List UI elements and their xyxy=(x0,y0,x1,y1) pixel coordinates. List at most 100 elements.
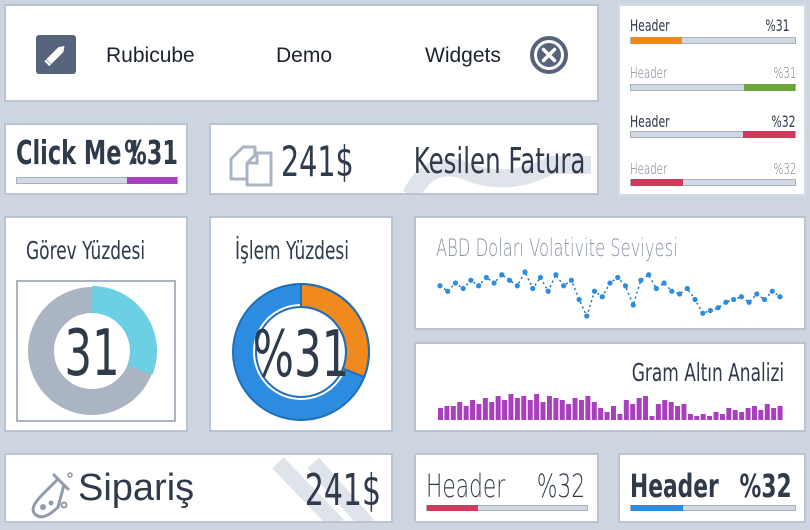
gorev-percentage-widget: Görev Yüzdesi 31 xyxy=(4,216,188,432)
gram-bar xyxy=(457,402,463,420)
gram-bar xyxy=(739,412,745,420)
bottom-header-bold-widget: Header %32 xyxy=(618,453,806,523)
gram-bar xyxy=(636,398,642,420)
gram-bar xyxy=(591,402,597,420)
abd-data-point xyxy=(522,269,528,275)
abd-data-point xyxy=(777,294,783,300)
siparis-amount: 241$ xyxy=(304,465,381,516)
flask-icon xyxy=(24,471,76,519)
islem-title: İşlem Yüzdesi xyxy=(235,236,349,265)
gram-bar xyxy=(668,402,674,420)
abd-data-point xyxy=(761,296,768,303)
gram-bar xyxy=(534,394,540,420)
gram-bar xyxy=(482,398,488,420)
gram-bar-chart xyxy=(438,394,783,420)
gram-bar xyxy=(578,400,584,420)
gram-bar xyxy=(585,396,591,420)
islem-donut-chart: %31 xyxy=(232,282,370,421)
gram-bar xyxy=(713,412,719,420)
nav-item-widgets[interactable]: Widgets xyxy=(425,44,501,67)
gorev-title: Görev Yüzdesi xyxy=(26,236,146,265)
header-progress-bar xyxy=(630,131,796,138)
gram-bar xyxy=(521,396,527,420)
pencil-icon[interactable] xyxy=(36,35,76,74)
abd-data-point xyxy=(537,274,544,281)
abd-data-point xyxy=(723,299,729,305)
header-label: Header xyxy=(630,467,719,505)
gram-bar xyxy=(566,404,572,420)
abd-data-point xyxy=(669,288,675,294)
nav-item-demo[interactable]: Demo xyxy=(276,44,333,67)
gram-bar xyxy=(617,414,623,420)
gram-bar xyxy=(643,396,649,420)
invoice-label: Kesilen Fatura xyxy=(413,141,585,182)
invoice-amount: 241$ xyxy=(281,137,354,186)
abd-series-line xyxy=(439,270,781,319)
abd-data-point xyxy=(630,302,636,308)
gram-bar xyxy=(611,406,616,420)
abd-data-point xyxy=(506,277,513,283)
header-value: %32 xyxy=(739,467,792,505)
abd-data-point xyxy=(460,285,466,292)
abd-data-point xyxy=(661,280,667,286)
gram-bar xyxy=(675,406,681,420)
gram-bar xyxy=(514,398,520,420)
gram-bar xyxy=(470,400,476,420)
gram-bar xyxy=(649,416,655,420)
abd-data-point xyxy=(638,277,644,283)
close-circle-icon[interactable] xyxy=(528,34,570,76)
abd-data-point xyxy=(754,291,760,297)
abd-data-point xyxy=(476,283,482,289)
abd-title: ABD Doları Volativite Seviyesi xyxy=(436,234,678,262)
top-nav-bar: Rubicube Demo Widgets xyxy=(4,4,599,102)
abd-data-point xyxy=(746,299,752,305)
nav-item-rubicube[interactable]: Rubicube xyxy=(106,44,195,67)
gram-bar xyxy=(700,414,706,420)
gram-bar xyxy=(623,400,629,420)
click-me-progress-bar xyxy=(16,177,178,184)
gram-bar xyxy=(719,414,725,420)
bottom-header-widget: Header %32 xyxy=(414,453,599,523)
click-me-label[interactable]: Click Me ! xyxy=(16,133,140,172)
gram-bar xyxy=(476,404,482,420)
abd-data-point xyxy=(452,280,459,286)
abd-data-point xyxy=(692,296,698,303)
gram-bar xyxy=(630,404,636,420)
abd-data-point xyxy=(568,277,574,283)
abd-data-point xyxy=(576,296,582,303)
islem-percentage-widget: İşlem Yüzdesi %31 xyxy=(209,216,393,432)
header-label: Header xyxy=(630,16,670,35)
gram-bar xyxy=(655,404,661,420)
abd-data-point xyxy=(700,310,706,316)
gram-bar xyxy=(681,404,687,420)
abd-data-point xyxy=(607,280,613,286)
header-value: %32 xyxy=(536,467,585,505)
abd-data-point xyxy=(591,288,598,294)
gram-bar xyxy=(726,408,732,420)
click-me-value: %31 xyxy=(124,133,178,172)
header-progress-bar xyxy=(426,505,588,511)
gram-bar xyxy=(463,406,469,420)
gram-bar xyxy=(777,406,783,420)
header-label: Header xyxy=(426,467,506,505)
copy-icon xyxy=(227,139,275,187)
gram-bar xyxy=(527,400,533,420)
abd-data-point xyxy=(622,283,629,289)
header-progress-bar xyxy=(630,84,796,91)
gram-gold-widget: Gram Altın Analizi xyxy=(414,342,806,432)
header-value: %31 xyxy=(773,64,796,82)
header-label: Header xyxy=(630,64,668,82)
watermark-icon xyxy=(272,457,374,521)
abd-data-point xyxy=(615,274,621,281)
click-me-widget[interactable]: Click Me ! %31 xyxy=(4,123,188,195)
header-label: Header xyxy=(630,112,670,131)
gorev-donut-chart: 31 xyxy=(28,286,157,415)
invoice-widget: 241$ Kesilen Fatura xyxy=(209,123,599,195)
gram-bar xyxy=(687,414,693,420)
abd-data-point xyxy=(514,283,520,289)
gram-bar xyxy=(546,396,552,420)
header-progress-bar xyxy=(630,505,796,511)
abd-data-point xyxy=(553,272,559,278)
gram-bar xyxy=(764,404,770,420)
header-label: Header xyxy=(630,160,668,178)
